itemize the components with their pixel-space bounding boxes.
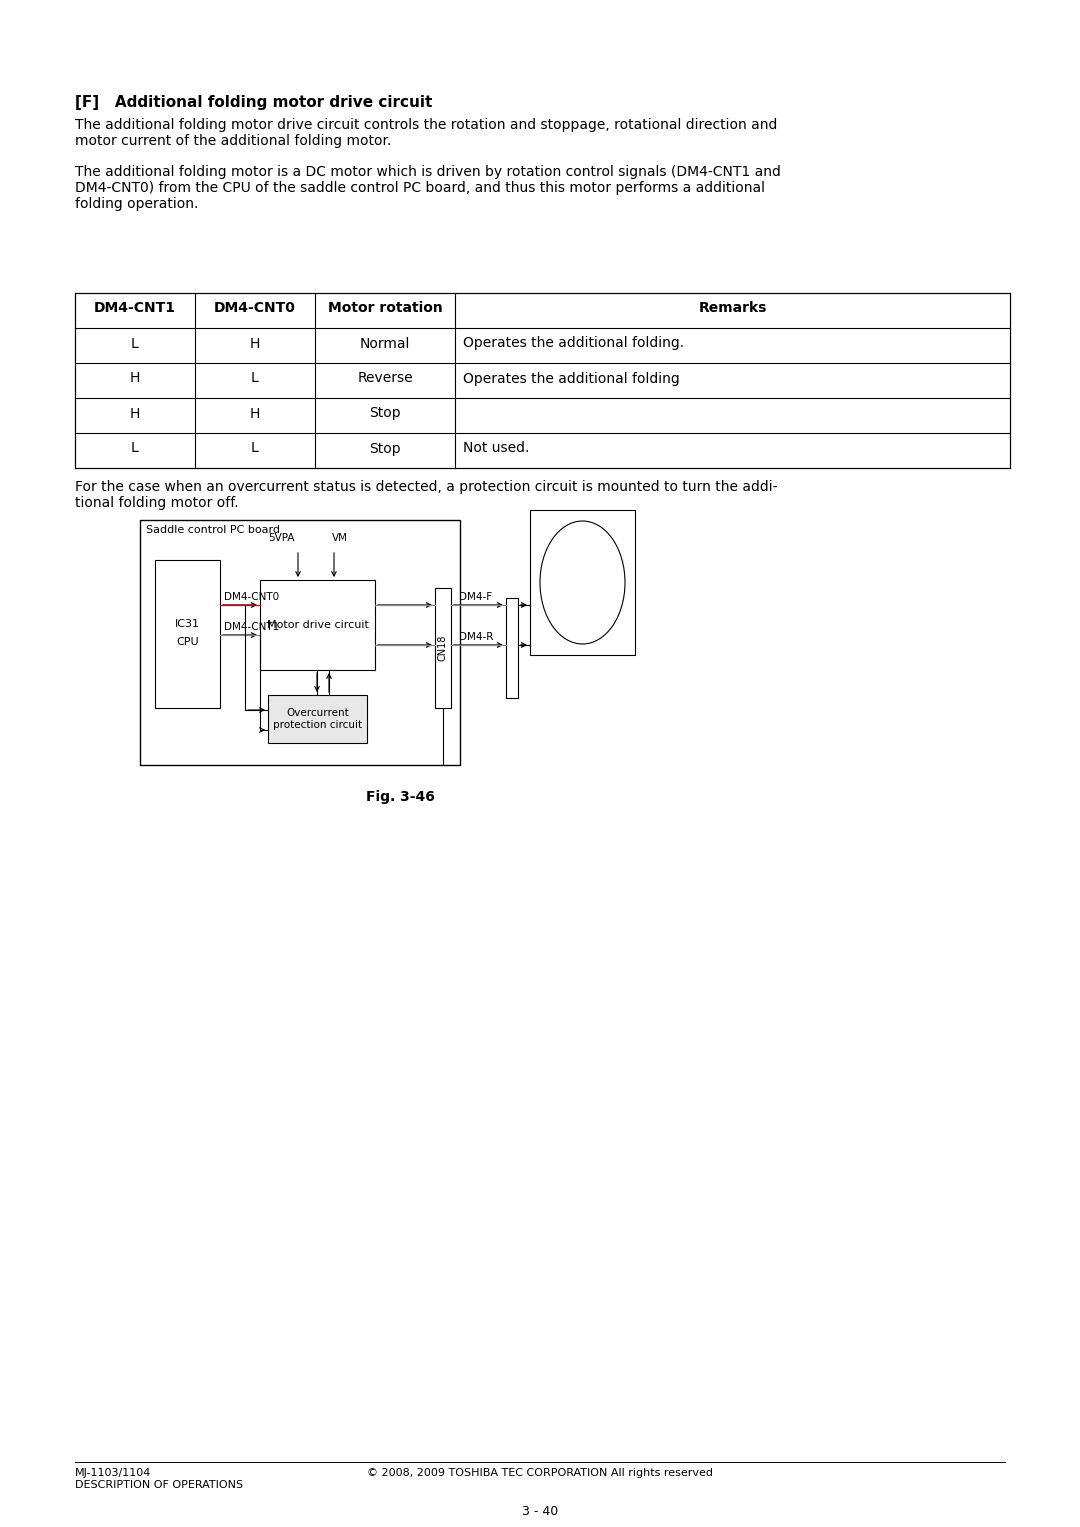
Text: L: L bbox=[252, 441, 259, 455]
Text: [F]   Additional folding motor drive circuit: [F] Additional folding motor drive circu… bbox=[75, 95, 432, 110]
Text: Saddle control PC board: Saddle control PC board bbox=[146, 525, 280, 534]
Text: Normal: Normal bbox=[360, 336, 410, 351]
Text: DM4-CNT1: DM4-CNT1 bbox=[224, 621, 280, 632]
Text: DM4-F: DM4-F bbox=[459, 592, 492, 602]
Text: H: H bbox=[249, 406, 260, 420]
Bar bbox=[268, 695, 367, 744]
Bar bbox=[156, 560, 220, 709]
Text: DM4-CNT0: DM4-CNT0 bbox=[214, 301, 296, 316]
Text: H: H bbox=[130, 371, 140, 385]
Text: Motor rotation: Motor rotation bbox=[327, 301, 443, 316]
Text: Remarks: Remarks bbox=[699, 301, 767, 316]
Text: Stop: Stop bbox=[369, 406, 401, 420]
Text: H: H bbox=[249, 336, 260, 351]
Bar bbox=[530, 510, 635, 655]
Text: VM: VM bbox=[332, 533, 348, 544]
Text: © 2008, 2009 TOSHIBA TEC CORPORATION All rights reserved: © 2008, 2009 TOSHIBA TEC CORPORATION All… bbox=[367, 1467, 713, 1478]
Text: CPU: CPU bbox=[176, 637, 199, 647]
Text: Motor drive circuit: Motor drive circuit bbox=[267, 620, 368, 631]
Text: H: H bbox=[130, 406, 140, 420]
Text: Additional
folding
(M20): Additional folding (M20) bbox=[554, 556, 610, 592]
Text: Stop: Stop bbox=[369, 441, 401, 455]
Bar bbox=[507, 599, 518, 698]
Bar bbox=[140, 521, 460, 765]
Text: DM4-R: DM4-R bbox=[459, 632, 494, 641]
Text: Operates the additional folding.: Operates the additional folding. bbox=[463, 336, 684, 351]
Text: Operates the additional folding: Operates the additional folding bbox=[463, 371, 679, 385]
Bar bbox=[75, 293, 1010, 467]
Text: CN18: CN18 bbox=[438, 635, 448, 661]
Text: L: L bbox=[252, 371, 259, 385]
Text: Not used.: Not used. bbox=[463, 441, 529, 455]
Text: For the case when an overcurrent status is detected, a protection circuit is mou: For the case when an overcurrent status … bbox=[75, 479, 778, 510]
Text: IC31: IC31 bbox=[175, 618, 200, 629]
Text: L: L bbox=[131, 336, 139, 351]
Text: L: L bbox=[131, 441, 139, 455]
Text: 3 - 40: 3 - 40 bbox=[522, 1506, 558, 1518]
Ellipse shape bbox=[540, 521, 625, 644]
Text: The additional folding motor drive circuit controls the rotation and stoppage, r: The additional folding motor drive circu… bbox=[75, 118, 778, 148]
Text: DM4-CNT1: DM4-CNT1 bbox=[94, 301, 176, 316]
Text: Overcurrent
protection circuit: Overcurrent protection circuit bbox=[273, 709, 362, 730]
Bar bbox=[435, 588, 451, 709]
Text: MJ-1103/1104
DESCRIPTION OF OPERATIONS: MJ-1103/1104 DESCRIPTION OF OPERATIONS bbox=[75, 1467, 243, 1490]
Text: DM4-CNT0: DM4-CNT0 bbox=[224, 592, 279, 602]
Text: 5VPA: 5VPA bbox=[269, 533, 295, 544]
Bar bbox=[260, 580, 375, 670]
Text: Fig. 3-46: Fig. 3-46 bbox=[365, 789, 434, 805]
Text: Reverse: Reverse bbox=[357, 371, 413, 385]
Text: The additional folding motor is a DC motor which is driven by rotation control s: The additional folding motor is a DC mot… bbox=[75, 165, 781, 211]
